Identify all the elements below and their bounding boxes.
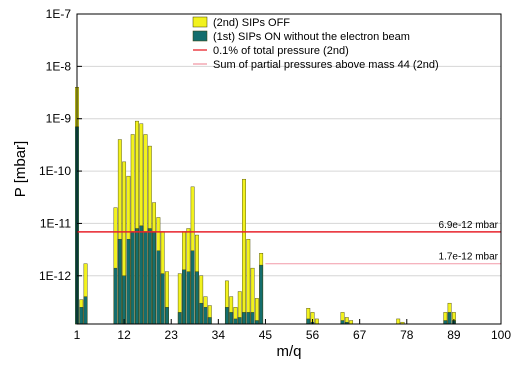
- legend-swatch: [192, 16, 208, 28]
- bar-sips-on: [117, 238, 122, 325]
- reference-line-label: 1.7e-12 mbar: [439, 252, 499, 263]
- bar-sips-on: [143, 231, 148, 325]
- x-tick-label: 12: [117, 328, 131, 342]
- y-tick-label: 1E-11: [40, 216, 71, 230]
- legend: (2nd) SIPs OFF (1st) SIPs ON without the …: [192, 16, 439, 71]
- bar-sips-on: [443, 320, 448, 325]
- bar-sips-on: [306, 318, 311, 325]
- bar-sips-on: [165, 307, 169, 325]
- bar-sips-on: [242, 312, 246, 325]
- bar-sips-on: [447, 312, 452, 325]
- bar-sips-on: [259, 264, 264, 325]
- x-axis-title: m/q: [276, 343, 301, 360]
- y-tick-label: 1E-10: [39, 164, 71, 178]
- y-axis-title: P [mbar]: [12, 141, 29, 197]
- bar-sips-off: [314, 318, 319, 325]
- bar-sips-on: [156, 250, 161, 325]
- bar-sips-on: [203, 307, 208, 325]
- x-tick-label: 1: [74, 328, 81, 342]
- reference-line-label: 6.9e-12 mbar: [439, 220, 499, 231]
- bar-sips-off: [254, 298, 259, 325]
- x-tick-label: 78: [400, 328, 414, 342]
- legend-label: Sum of partial pressures above mass 44 (…: [213, 59, 439, 71]
- bar-sips-on: [237, 317, 242, 325]
- x-tick-label: 89: [447, 328, 461, 342]
- y-axis: 1E-12 1E-11 1E-10 1E-9 1E-8 1E-7: [39, 7, 82, 283]
- bar-sips-on: [177, 312, 182, 325]
- bar-sips-off: [349, 320, 354, 325]
- bar-sips-on: [340, 320, 345, 325]
- bar-sips-on: [246, 312, 251, 325]
- bar-sips-on: [182, 269, 186, 325]
- x-tick-label: 100: [491, 328, 511, 342]
- bar-sips-on: [147, 228, 152, 325]
- plot-frame: [76, 13, 502, 325]
- x-tick-label: 23: [165, 328, 179, 342]
- reference-lines: 6.9e-12 mbar 1.7e-12 mbar: [77, 220, 501, 265]
- y-tick-label: 1E-9: [46, 112, 72, 126]
- legend-swatch: [192, 30, 208, 42]
- x-tick-label: 67: [353, 328, 367, 342]
- x-axis: 1 12 23 34 45 56 67 78 89 100: [74, 319, 511, 342]
- bar-sips-on: [233, 318, 238, 325]
- bar-sips-on: [250, 312, 255, 325]
- bar-sips-on: [122, 275, 127, 325]
- bar-sips-on: [190, 250, 195, 325]
- legend-label: 0.1% of total pressure (2nd): [213, 45, 349, 57]
- bar-sips-on: [113, 267, 118, 325]
- bar-sips-off: [396, 318, 401, 325]
- bar-sips-on: [83, 296, 88, 325]
- x-tick-label: 34: [212, 328, 226, 342]
- bar-sips-on: [152, 231, 157, 325]
- legend-label: (1st) SIPs ON without the electron beam: [213, 31, 410, 43]
- x-tick-label: 45: [259, 328, 273, 342]
- bar-sips-on: [126, 238, 131, 325]
- bar-sips-off: [246, 238, 251, 325]
- bar-sips-on: [130, 231, 135, 325]
- bar-sips-on: [160, 273, 165, 325]
- bar-sips-on: [139, 225, 144, 325]
- bar-sips-on: [229, 312, 234, 325]
- bar-sips-on: [195, 271, 199, 325]
- bar-sips-off: [242, 178, 246, 325]
- bar-sips-on: [186, 271, 191, 325]
- bar-sips-on: [135, 228, 139, 325]
- bar-sips-on: [254, 320, 259, 325]
- series-sips-on-bars: [75, 126, 456, 325]
- y-tick-label: 1E-12: [39, 269, 71, 283]
- legend-label: (2nd) SIPs OFF: [213, 17, 290, 29]
- bar-sips-on: [224, 307, 229, 325]
- y-tick-label: 1E-7: [46, 7, 72, 21]
- x-tick-label: 56: [306, 328, 320, 342]
- bar-sips-on: [199, 302, 204, 325]
- bar-sips-on: [207, 317, 212, 325]
- y-tick-label: 1E-8: [46, 59, 72, 73]
- bar-sips-on: [79, 307, 84, 325]
